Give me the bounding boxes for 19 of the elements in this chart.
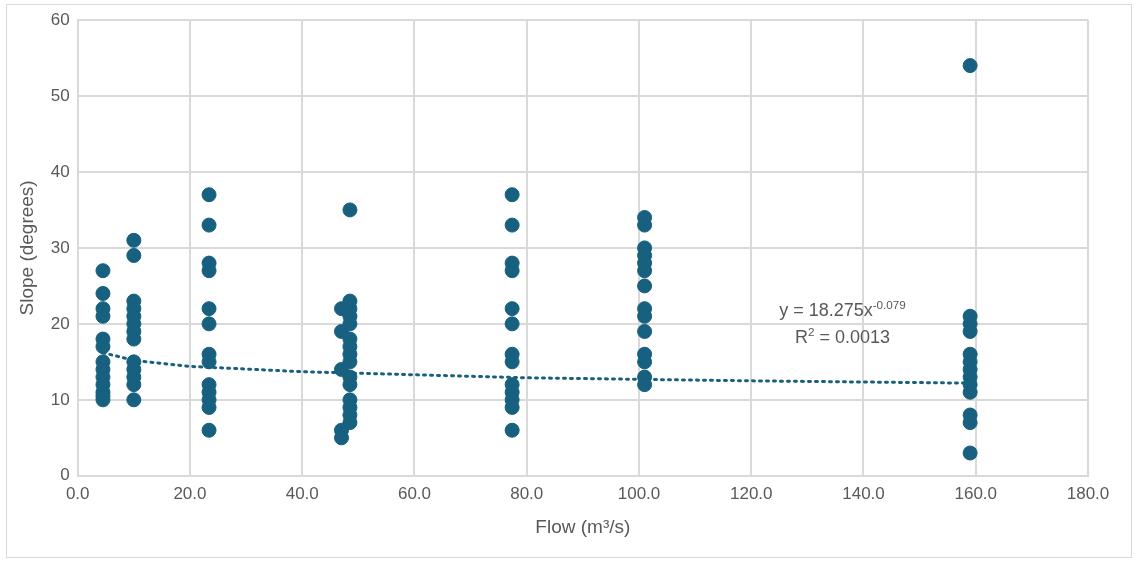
x-tick-label: 60.0	[397, 483, 432, 503]
y-tick-label: 50	[50, 85, 70, 105]
y-tick-label: 0	[60, 465, 70, 485]
y-tick-label: 60	[50, 9, 70, 29]
x-tick-label: 100.0	[617, 483, 661, 503]
x-tick-label: 180.0	[1066, 483, 1110, 503]
y-tick-label: 40	[50, 161, 70, 181]
x-tick-label: 20.0	[173, 483, 207, 503]
x-tick-label: 40.0	[285, 483, 319, 503]
x-tick-label: 0.0	[65, 483, 90, 503]
x-axis-title: Flow (m³/s)	[535, 515, 631, 537]
x-tick-label: 140.0	[842, 483, 885, 503]
y-tick-label: 30	[50, 237, 70, 257]
y-axis-title: Slope (degrees)	[15, 180, 37, 316]
x-tick-label: 120.0	[729, 483, 773, 503]
y-tick-label: 10	[50, 389, 70, 409]
x-tick-label: 80.0	[510, 483, 544, 503]
x-tick-label: 160.0	[954, 483, 998, 503]
y-tick-label: 20	[50, 313, 70, 333]
